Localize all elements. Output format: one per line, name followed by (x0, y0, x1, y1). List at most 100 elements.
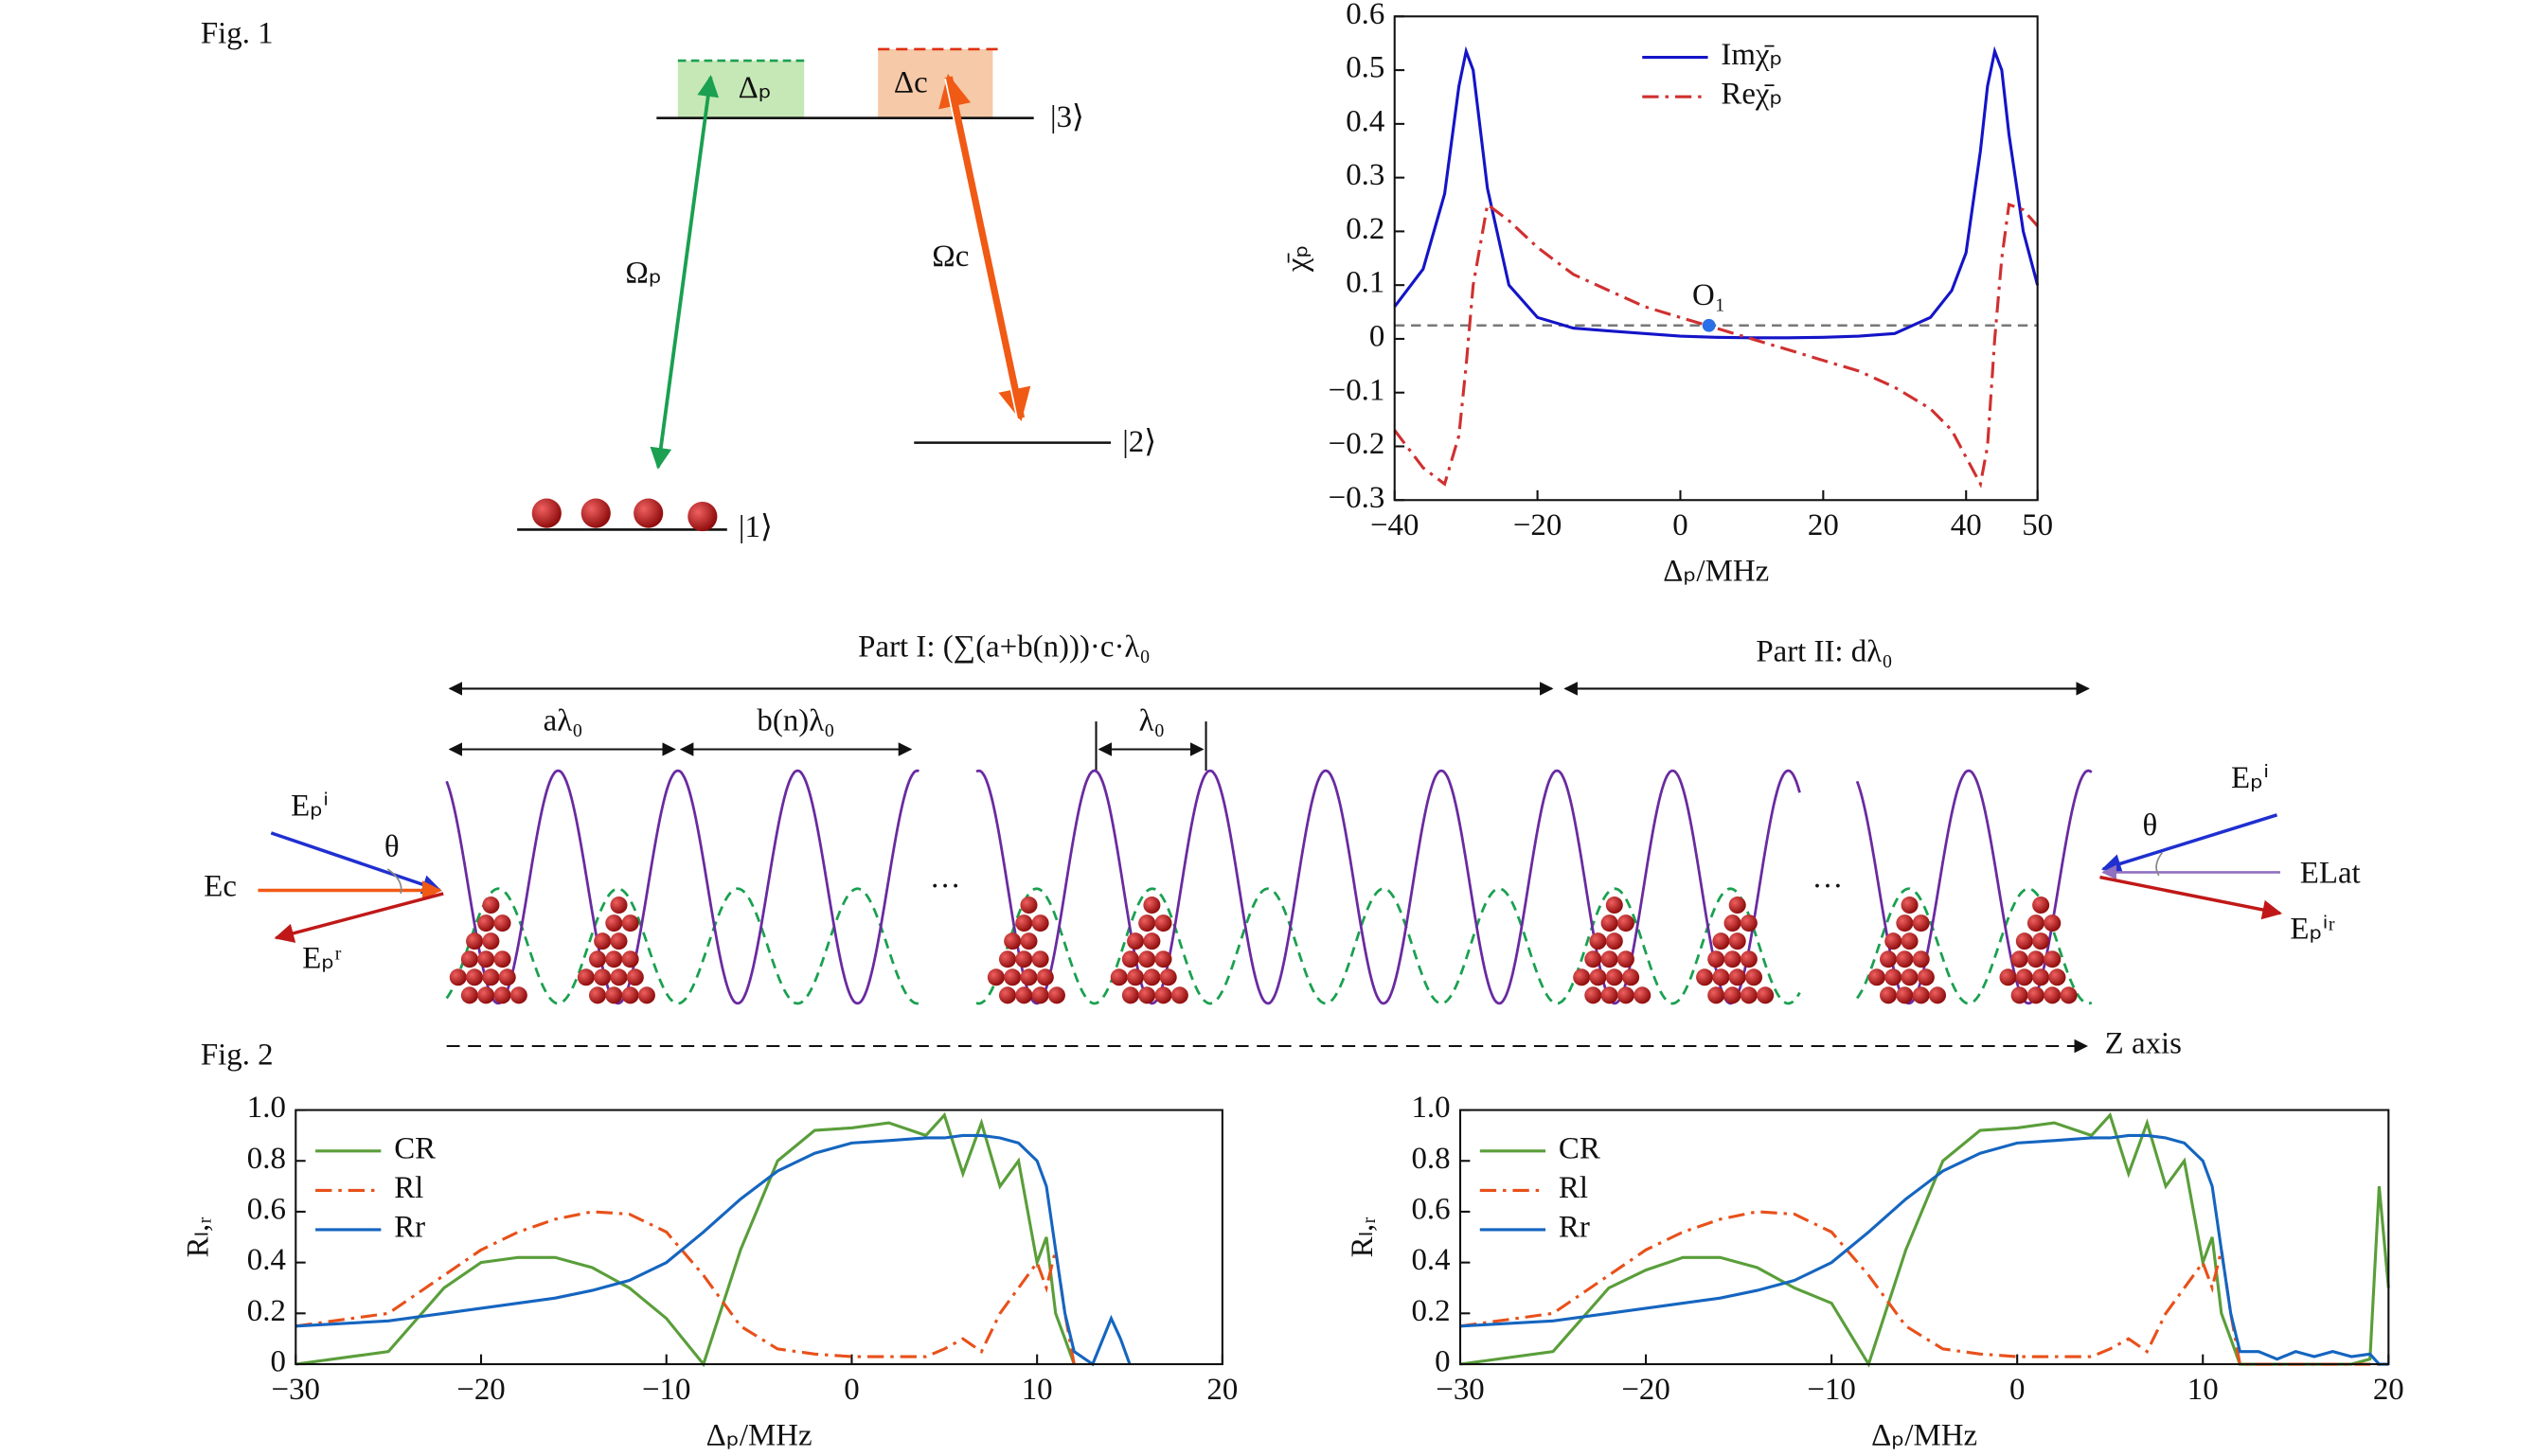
atom (1047, 986, 1065, 1004)
atom (1929, 986, 1947, 1004)
atom (577, 968, 595, 986)
atom (1605, 968, 1623, 986)
atom (1154, 914, 1172, 932)
atom (1600, 950, 1618, 968)
atom (1154, 986, 1172, 1004)
series-line (295, 1111, 1076, 1368)
label: Δₚ (739, 71, 772, 105)
atom (1589, 968, 1607, 986)
legend-label: Rr (1559, 1211, 1590, 1245)
y-tick-label: 0.2 (1346, 212, 1384, 246)
x-tick-label: −40 (1370, 508, 1419, 542)
label: |1⟩ (739, 510, 773, 544)
series-line (295, 1133, 1132, 1367)
atom (2044, 914, 2062, 932)
atom (1121, 950, 1139, 968)
y-tick-label: 0.5 (1346, 51, 1384, 85)
atom (2015, 968, 2033, 986)
atom (1896, 914, 1914, 932)
atom (1884, 932, 1902, 950)
label: λ₀ (1139, 703, 1165, 737)
atom (1143, 932, 1161, 950)
atom (1138, 950, 1156, 968)
y-tick-label: −0.1 (1329, 373, 1385, 407)
atom (1143, 968, 1161, 986)
y-tick-label: 0 (270, 1345, 285, 1379)
atom (1707, 986, 1725, 1004)
label: Z axis (2105, 1027, 2182, 1061)
plot-frame (295, 1109, 1223, 1366)
label: Δc (894, 66, 928, 100)
label: ELat (2300, 856, 2361, 890)
atom (1728, 968, 1746, 986)
label: |3⟩ (1050, 100, 1084, 134)
x-tick-label: −30 (1436, 1373, 1484, 1407)
y-tick-label: −0.2 (1329, 427, 1385, 461)
atom (1740, 914, 1758, 932)
atom (1896, 986, 1914, 1004)
label: |2⟩ (1122, 425, 1156, 459)
atom (1127, 932, 1145, 950)
atom (1031, 914, 1049, 932)
atom (610, 897, 628, 914)
atom (449, 968, 467, 986)
atom (637, 986, 655, 1004)
atom (1584, 950, 1602, 968)
y-tick-label: 0 (1435, 1345, 1450, 1379)
x-tick-label: 20 (2373, 1373, 2404, 1407)
legend-label: Rr (394, 1211, 425, 1245)
atom (2010, 986, 2028, 1004)
atom (2010, 950, 2028, 968)
atom (1616, 986, 1634, 1004)
atom (1757, 986, 1775, 1004)
atom (1712, 968, 1730, 986)
label: Part II: dλ₀ (1756, 635, 1892, 669)
plot-frame (1393, 15, 2039, 502)
y-axis-label: Rₗ,ᵣ (1346, 1216, 1380, 1257)
y-tick-label: 0.6 (1346, 0, 1384, 31)
atom (998, 986, 1016, 1004)
atom (2026, 986, 2044, 1004)
atom (588, 986, 606, 1004)
atom (493, 914, 511, 932)
y-tick-label: 0.1 (1346, 266, 1384, 300)
x-tick-label: −20 (1621, 1373, 1669, 1407)
atom (477, 986, 495, 1004)
atom (1696, 968, 1714, 986)
green-potential (445, 887, 919, 1005)
atom (1901, 968, 1919, 986)
atom (2032, 968, 2050, 986)
y-tick-label: 0.6 (1411, 1192, 1450, 1226)
atom (482, 968, 500, 986)
level-diagram (517, 47, 1112, 532)
atom (1127, 968, 1145, 986)
x-tick-label: 10 (2187, 1373, 2219, 1407)
label: Ec (204, 869, 237, 903)
x-tick-label: 0 (844, 1373, 859, 1407)
x-tick-label: −10 (642, 1373, 690, 1407)
atom (1031, 950, 1049, 968)
label: Eₚʳ (302, 941, 341, 975)
plot-frame (1458, 1109, 2390, 1366)
atom (1912, 950, 1930, 968)
atom (477, 914, 495, 932)
x-tick-label: 0 (1672, 508, 1687, 542)
legend-label: Rl (1559, 1171, 1588, 1205)
atom (610, 968, 628, 986)
atom (1999, 968, 2017, 986)
y-tick-label: 0.8 (247, 1142, 286, 1176)
y-tick-label: 1.0 (247, 1091, 286, 1125)
atom (621, 986, 639, 1004)
green-potential (975, 887, 1801, 1005)
atom (1901, 932, 1919, 950)
atom (1020, 968, 1038, 986)
atom (498, 968, 516, 986)
atom (1880, 950, 1898, 968)
atom (493, 986, 511, 1004)
label: aλ₀ (544, 703, 583, 737)
x-tick-label: 0 (2009, 1373, 2025, 1407)
legend-label: CR (394, 1131, 436, 1165)
atom (1605, 897, 1623, 914)
label: ··· (1812, 869, 1844, 903)
y-tick-label: 0.4 (1411, 1243, 1450, 1277)
